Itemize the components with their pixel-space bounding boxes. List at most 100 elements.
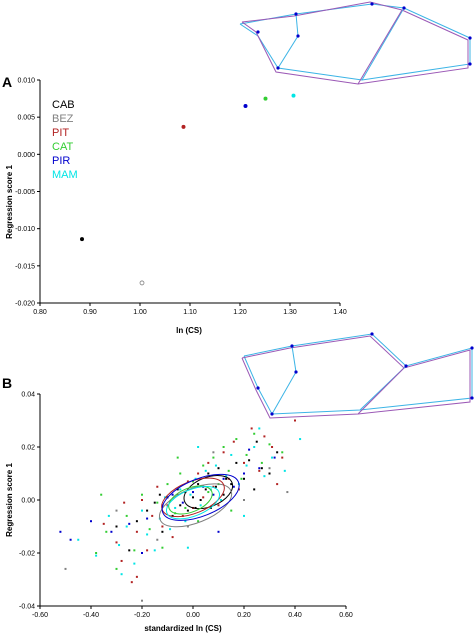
panel-a-y-tick-label: -0.010 [15, 226, 35, 233]
point-mam [225, 475, 228, 478]
point-pit [258, 469, 261, 472]
point-cat [197, 520, 200, 523]
point-cab [214, 485, 217, 488]
point-cab [146, 509, 149, 512]
point-cat [176, 456, 179, 459]
point-mam [245, 464, 248, 467]
point-pit [151, 514, 154, 517]
panel-b-x-tick-label: -0.60 [32, 612, 48, 619]
ellipse-cat [168, 485, 213, 515]
panel-b-ellipses [159, 473, 240, 528]
legend-entry-pit: PIT [52, 127, 69, 139]
ellipse-mam [166, 485, 220, 520]
point-mam [184, 520, 187, 523]
shape-outline-b [241, 332, 474, 419]
point-pir [243, 104, 248, 109]
point-cab [222, 493, 225, 496]
point-cat [179, 472, 182, 475]
point-pir [222, 477, 225, 480]
point-mam [291, 93, 296, 98]
panel-a-x-tick-label: 0.90 [83, 309, 97, 316]
point-cat [235, 438, 238, 441]
outline-b-blue [243, 333, 473, 415]
outline-b-strut-4 [357, 367, 405, 415]
outline-b-landmark [470, 346, 474, 350]
point-cat [268, 443, 271, 446]
point-mam [253, 446, 256, 448]
point-mam [271, 456, 274, 459]
point-cab [192, 496, 194, 499]
point-pit [276, 483, 279, 486]
panel-b-y-tick-label: 0.00 [21, 498, 35, 505]
point-cat [253, 432, 256, 435]
point-pir [258, 467, 261, 470]
point-cab [197, 483, 200, 486]
point-pit [212, 485, 215, 488]
panel-b-x-tick-label: 0.60 [339, 612, 353, 619]
point-pir [212, 493, 215, 496]
outline-b-landmark [290, 344, 294, 348]
point-mam [141, 509, 143, 512]
panel-b-x-tick-label: 0.20 [237, 612, 251, 619]
point-cat [207, 491, 210, 494]
point-cat [222, 446, 225, 448]
legend-entry-bez: BEZ [52, 113, 74, 125]
point-cat [245, 453, 248, 456]
point-mam [194, 477, 197, 480]
panel-b-y-tick-label: -0.02 [19, 551, 35, 558]
point-bez [139, 280, 145, 286]
legend-entry-pir: PIR [52, 155, 70, 167]
point-pir [141, 552, 143, 554]
point-bez [186, 525, 189, 528]
outline-b-landmark [270, 412, 274, 416]
point-cab [186, 509, 189, 512]
panel-b-x-tick-label: 0.00 [186, 612, 200, 619]
point-mam [243, 514, 245, 517]
point-pit [130, 581, 133, 584]
point-pit [135, 530, 138, 533]
panel-a-y-tick-label: 0.005 [17, 115, 35, 122]
outline-a-strut-4 [357, 9, 403, 85]
point-mam [169, 528, 172, 531]
point-pir [243, 472, 245, 475]
point-cat [100, 493, 103, 496]
point-pit [232, 440, 235, 443]
point-mam [125, 525, 128, 528]
panel-letter-b: B [2, 375, 12, 391]
point-cab [230, 483, 233, 486]
point-mam [118, 544, 121, 547]
panel-a-y-axis-title: Regression score 1 [5, 165, 14, 239]
point-pir [90, 520, 92, 523]
point-mam [199, 504, 202, 507]
ellipse-bez [159, 483, 233, 528]
point-pir [146, 517, 149, 520]
point-cab [255, 440, 258, 443]
panel-b-axes: -0.60 -0.40 -0.20 0.00 0.20 0.40 0.60 0.04 0.02 0… [19, 392, 353, 620]
point-mam [133, 562, 136, 565]
point-cab [135, 520, 138, 523]
point-cab [253, 488, 256, 491]
point-cab [115, 525, 118, 528]
point-cat [230, 509, 233, 512]
point-pit [263, 435, 266, 438]
point-pit [202, 496, 205, 499]
point-mam [186, 546, 189, 549]
point-cat [125, 514, 128, 517]
point-cat [192, 480, 194, 483]
point-pit [271, 446, 274, 448]
outline-a-strut-2 [277, 35, 299, 69]
point-mam [153, 549, 156, 552]
point-mam [120, 573, 123, 576]
point-pit [161, 525, 164, 528]
panel-b-x-tick-label: 0.40 [288, 612, 302, 619]
panel-a-x-tick-label: 1.20 [233, 309, 247, 316]
panel-a-legend: CAB BEZ PIT CAT PIR MAM [52, 99, 78, 181]
point-cab [207, 472, 210, 475]
point-cat [263, 96, 268, 101]
point-cat [227, 469, 230, 472]
legend-entry-cab: CAB [52, 99, 75, 111]
point-mam [163, 496, 166, 499]
panel-a-x-tick-label: 1.30 [283, 309, 297, 316]
outline-b-landmark [404, 364, 408, 368]
panel-a-y-tick-label: -0.020 [15, 301, 35, 308]
